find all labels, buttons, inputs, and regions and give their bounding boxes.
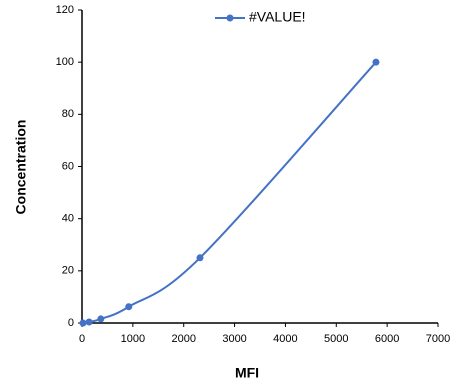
y-tick-label: 80 (62, 108, 74, 120)
data-point (196, 254, 204, 262)
x-tick-label: 3000 (222, 333, 246, 345)
series-line (82, 61, 377, 324)
y-tick-label: 40 (62, 213, 74, 225)
x-tick-label: 0 (79, 333, 85, 345)
x-tick-label: 2000 (171, 333, 195, 345)
data-point (97, 315, 105, 323)
data-point (79, 319, 87, 327)
x-tick-label: 7000 (426, 333, 450, 345)
x-tick-label: 6000 (375, 333, 399, 345)
y-tick-label: 20 (62, 265, 74, 277)
x-tick-label: 5000 (324, 333, 348, 345)
y-axis-title: Concentration (13, 120, 29, 215)
x-tick-label: 1000 (121, 333, 145, 345)
data-point (125, 303, 133, 311)
y-tick-label: 120 (56, 4, 74, 16)
legend-marker (226, 14, 234, 22)
x-tick-label: 4000 (273, 333, 297, 345)
data-point (85, 318, 93, 326)
data-point (372, 58, 380, 66)
y-tick-label: 60 (62, 160, 74, 172)
y-tick-label: 100 (56, 56, 74, 68)
legend-text: #VALUE! (249, 9, 306, 25)
x-axis-title: MFI (235, 365, 259, 381)
y-tick-label: 0 (68, 317, 74, 329)
